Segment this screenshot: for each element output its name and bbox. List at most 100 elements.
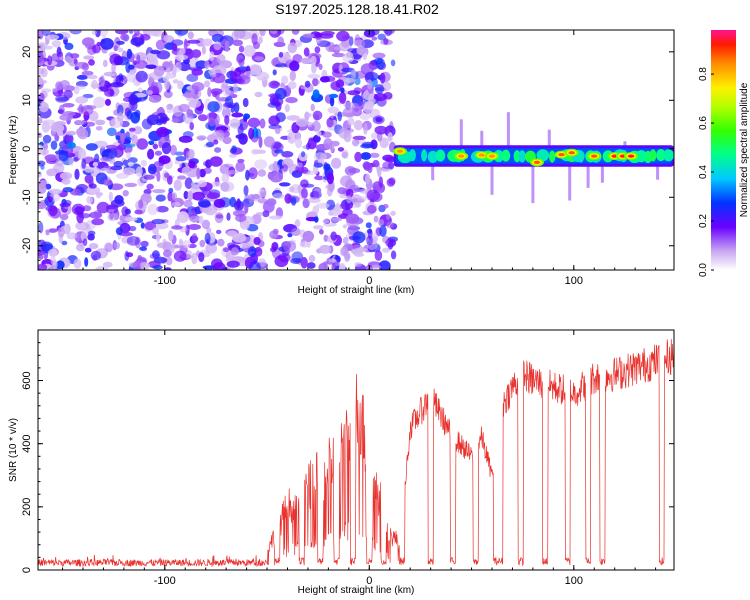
heatmap-cell [154,150,162,156]
heatmap-cell [356,47,364,55]
heatmap-cell [146,114,160,125]
heatmap-cell [331,52,346,58]
heatmap-cell [100,38,114,50]
heatmap-cell [198,252,205,263]
heatmap-cell [85,143,98,151]
heatmap-cell [148,94,162,103]
heatmap-cell [286,115,300,121]
heatmap-cell [309,190,320,200]
heatmap-cell [113,45,118,52]
heatmap-cell [171,117,180,123]
heatmap-spike [600,160,604,183]
heatmap-cell [341,149,349,159]
heatmap-cell [209,156,223,167]
heatmap-band-segment [649,149,657,162]
heatmap-cell [314,46,321,54]
heatmap-cell [91,218,104,226]
heatmap-cell [111,62,116,74]
heatmap-cell [167,175,173,185]
heatmap-cell [371,36,378,41]
heatmap-cell [259,30,266,37]
heatmap-cell [135,166,143,177]
heatmap-cell [300,85,307,90]
heatmap-cell [147,148,155,160]
heatmap-cell [314,216,319,223]
heatmap-cell [365,173,370,185]
heatmap-cell [83,55,95,60]
heatmap-cell [347,117,355,126]
heatmap-cell [321,31,335,36]
heatmap-cell [55,260,65,270]
heatmap-cell [220,83,226,93]
heatmap-spike [480,130,484,157]
heatmap-cells [38,30,674,270]
heatmap-cell [343,77,356,83]
heatmap-cell [134,209,143,215]
heatmap-cell [155,39,166,50]
heatmap-cell [135,70,148,83]
heatmap-cell [164,172,170,179]
heatmap-cell [227,242,236,248]
heatmap-cell [207,101,220,113]
heatmap-cell [139,262,151,270]
heatmap-frame [37,29,675,271]
heatmap-cell [120,132,125,145]
heatmap-cell [58,53,64,63]
heatmap-cell [91,30,97,35]
heatmap-cell [131,134,139,146]
heatmap-cell [378,176,384,189]
heatmap-cell [59,213,69,221]
heatmap-cell [198,200,212,208]
heatmap-cell [178,103,190,113]
heatmap-cell [183,92,192,99]
heatmap-cell [313,162,324,168]
heatmap-cell [327,106,340,114]
heatmap-cell [386,221,394,229]
heatmap-cell [74,85,86,90]
heatmap-cell [232,232,247,243]
heatmap-cell [266,198,277,206]
heatmap-cell [302,230,315,243]
heatmap-cell [147,203,159,216]
heatmap-cell [74,168,80,180]
heatmap-y-tick-label: 0 [21,146,33,152]
heatmap-cell [278,51,284,58]
heatmap-cell [88,243,99,250]
heatmap-cell [370,30,380,36]
heatmap-cell [244,202,249,214]
heatmap-x-tick-label: -100 [154,275,176,287]
snr-series-line [38,339,674,568]
heatmap-cell [269,171,284,183]
heatmap-cell [383,30,395,35]
heatmap-cell [222,136,232,145]
heatmap-cell [209,51,215,61]
heatmap-cell [254,91,263,98]
heatmap-cell [59,202,71,208]
heatmap-cell [307,112,312,118]
heatmap-cell [152,227,159,235]
heatmap-cell [245,169,250,181]
snr-x-tick-label: -100 [154,575,176,587]
heatmap-cell [319,244,332,254]
heatmap-cell [120,33,128,41]
heatmap-cell [222,247,230,253]
heatmap-cell [367,204,377,214]
heatmap-cell [144,221,157,231]
heatmap-cell [137,255,142,261]
heatmap-cell [105,98,111,106]
heatmap-cell [202,206,212,213]
heatmap-cell [371,264,381,270]
heatmap-cell [163,90,173,99]
heatmap-cell [166,103,174,111]
heatmap-cell [243,185,249,196]
heatmap-cell [38,79,48,85]
heatmap-cell [213,139,219,145]
heatmap-cell [53,162,65,174]
colorbar-tick-label: 0.8 [698,67,709,81]
heatmap-cell [156,171,161,182]
heatmap-cell [316,130,322,137]
heatmap-cell [86,196,93,204]
heatmap-cell [164,267,172,270]
heatmap-cell [339,193,348,199]
heatmap-cell [201,45,206,55]
